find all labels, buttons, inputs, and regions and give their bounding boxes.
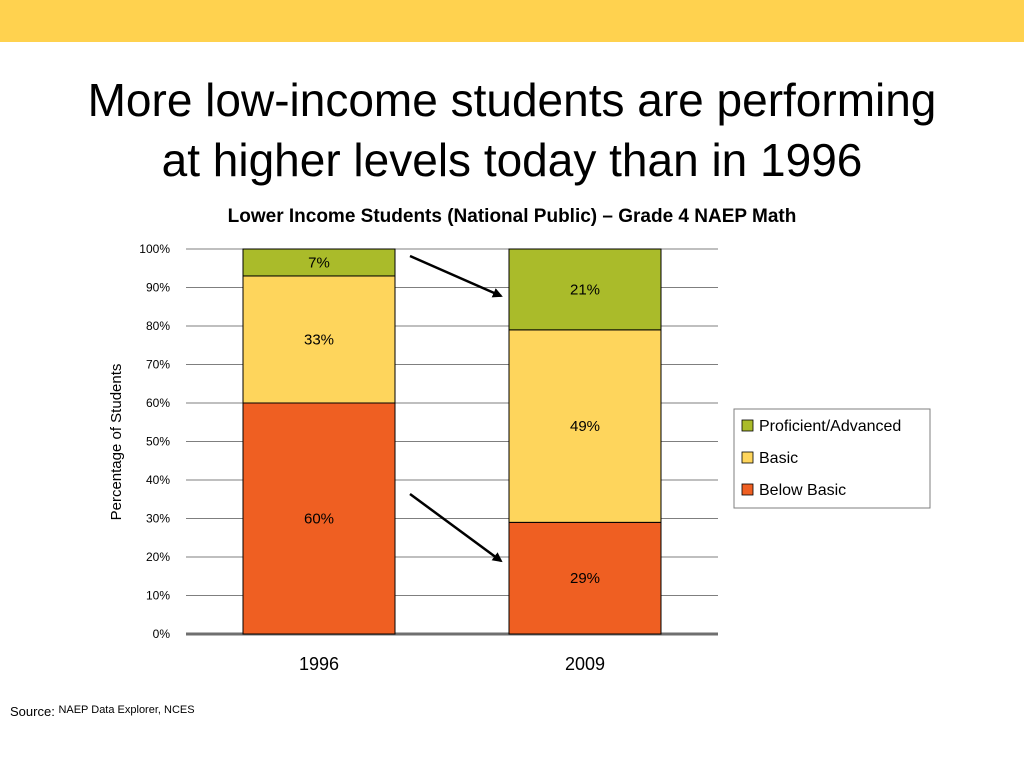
y-tick-label: 10% [146,589,170,603]
y-axis-label: Percentage of Students [108,364,125,521]
legend-swatch [741,483,754,496]
data-label: 7% [308,254,330,271]
source-label: Source: [10,704,55,719]
bar-segment [508,329,662,523]
y-tick-label: 50% [146,435,170,449]
legend-swatch [741,451,754,464]
y-tick-label: 70% [146,358,170,372]
slide-title-line-1: More low-income students are performing [87,74,937,126]
x-tick-label: 1996 [299,654,339,674]
data-label: 21% [570,281,600,298]
legend-entry: Below Basic [759,482,846,499]
bar-segment [242,248,396,277]
top-accent-band [0,0,1024,42]
trend-arrow-proficient [409,254,503,298]
legend-entry: Basic [759,450,798,467]
slide-title: More low-income students are performing … [0,70,1024,190]
legend-swatch [741,419,754,432]
source-text: NAEP Data Explorer, NCES [58,704,195,716]
bar-segment [242,275,396,404]
data-label: 29% [570,570,600,587]
y-tick-label: 80% [146,319,170,333]
trend-arrow-below-basic [409,492,503,563]
legend-box [733,408,931,509]
y-tick-label: 90% [146,281,170,295]
source-note: Source: NAEP Data Explorer, NCES [10,704,195,719]
legend-entry: Proficient/Advanced [759,418,901,435]
y-tick-label: 20% [146,550,170,564]
y-tick-label: 0% [153,627,171,641]
y-tick-label: 100% [139,242,170,256]
data-label: 60% [304,511,334,528]
bar-segment [508,248,662,331]
bar-segment [508,521,662,635]
bar-segment [242,402,396,635]
x-tick-label: 2009 [565,654,605,674]
y-tick-label: 60% [146,396,170,410]
y-tick-label: 30% [146,512,170,526]
slide-title-line-2: at higher levels today than in 1996 [161,134,863,186]
data-label: 49% [570,418,600,435]
chart-title: Lower Income Students (National Public) … [228,206,797,227]
data-label: 33% [304,331,334,348]
y-tick-label: 40% [146,473,170,487]
